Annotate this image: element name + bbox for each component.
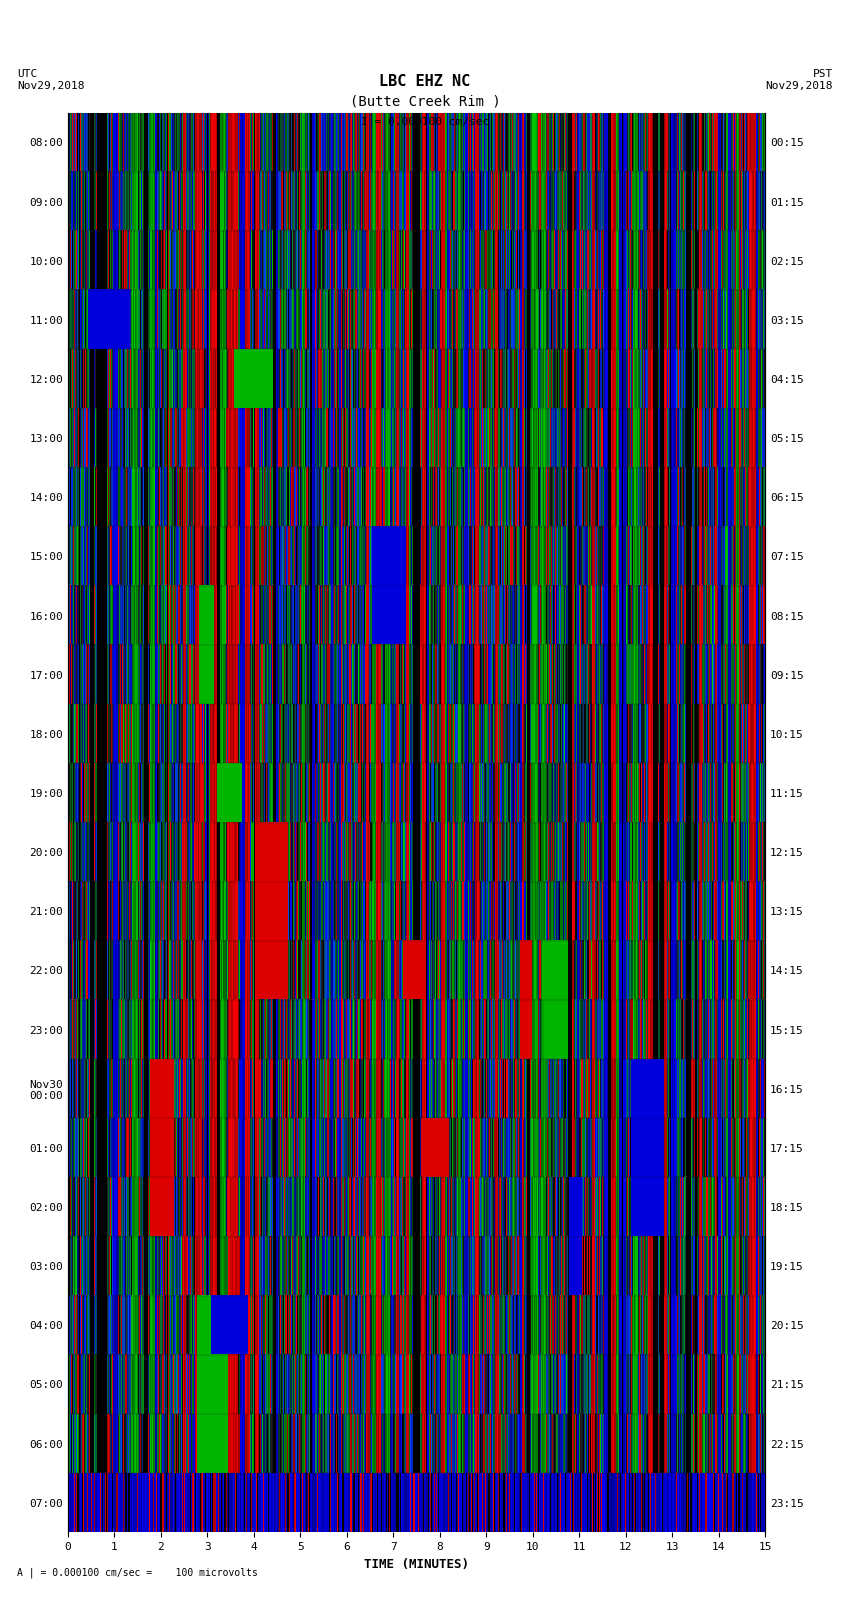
Text: I = 0.000100 cm/sec: I = 0.000100 cm/sec: [361, 118, 489, 127]
Text: UTC: UTC: [17, 69, 37, 79]
X-axis label: TIME (MINUTES): TIME (MINUTES): [364, 1558, 469, 1571]
Text: A | = 0.000100 cm/sec =    100 microvolts: A | = 0.000100 cm/sec = 100 microvolts: [17, 1566, 258, 1578]
Text: PST: PST: [813, 69, 833, 79]
Text: Nov29,2018: Nov29,2018: [17, 81, 84, 90]
Text: LBC EHZ NC: LBC EHZ NC: [379, 74, 471, 89]
Text: Nov29,2018: Nov29,2018: [766, 81, 833, 90]
Text: (Butte Creek Rim ): (Butte Creek Rim ): [349, 94, 501, 108]
